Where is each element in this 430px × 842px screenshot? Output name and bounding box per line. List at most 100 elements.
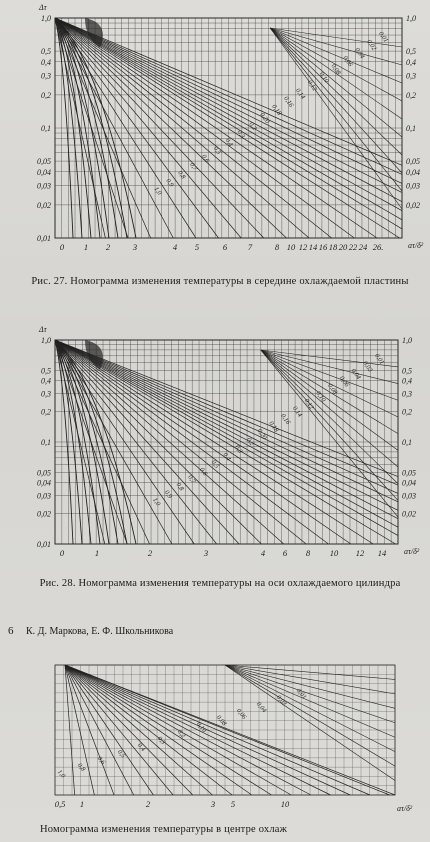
nomogram-ray (64, 664, 76, 796)
x-tick-label: 1 (80, 799, 84, 809)
curve-label: 0,4 (136, 742, 147, 753)
nomogram-figure-29: 0,5 1 2 3 5 10 aτ/δ² 0,01 0,02 0,04 0,06 0,08 0,10 0,… (0, 655, 430, 815)
x-tick-label: 2 (148, 548, 153, 558)
curve-label: 0,3 (233, 444, 244, 455)
x-tick-label: 8 (275, 242, 280, 252)
x-tick-label: 3 (203, 548, 208, 558)
nomogram-ray (269, 27, 403, 156)
x-tick-label: 3 (210, 799, 215, 809)
nomogram-ray (64, 664, 253, 796)
x-tick-label: 14 (378, 548, 387, 558)
nomogram-ray (269, 27, 403, 102)
curve-label: 0,4 (224, 137, 235, 148)
y-tick-label-right: 0,1 (402, 438, 412, 447)
nomogram-curve (54, 17, 101, 239)
x-axis-label: aτ/δ² (408, 241, 424, 250)
x-tick-label: 26. (373, 242, 384, 252)
y-tick-label-right: 0,04 (406, 168, 420, 177)
nomogram-28-svg: 1,00,50,40,30,20,10,050,040,030,020,011,… (37, 325, 420, 558)
nomogram-ray (54, 17, 403, 212)
y-tick-label-left: 0,05 (37, 157, 51, 166)
nomogram-curve (54, 339, 137, 545)
nomogram-ray (64, 664, 371, 796)
nomogram-ray (260, 349, 399, 368)
x-tick-label: 14 (309, 242, 318, 252)
nomogram-ray (224, 664, 396, 767)
x-tick-label: 2 (106, 242, 111, 252)
curve-label: 0,2 (176, 729, 187, 740)
curve-label: 0,2 (247, 121, 258, 132)
nomogram-ray (64, 664, 272, 796)
nomogram-27-svg: 1,00,50,40,30,20,10,050,040,030,020,011,… (37, 3, 424, 252)
y-tick-label-right: 0,05 (402, 469, 416, 478)
nomogram-ray (54, 339, 352, 545)
curve-label: 0,6 (200, 153, 211, 164)
nomogram-ray (260, 349, 399, 518)
ink-blotch (85, 18, 103, 48)
nomogram-curve (54, 339, 74, 545)
figure-28-caption: Рис. 28. Номограмма изменения температур… (39, 578, 401, 589)
y-tick-label-right: 0,04 (402, 479, 416, 488)
y-tick-label-left: 0,01 (37, 234, 51, 243)
nomogram-ray (64, 664, 233, 796)
nomogram-ray (54, 17, 174, 239)
y-tick-label-left: 0,5 (41, 47, 51, 56)
curve-label: 0,9 (164, 178, 175, 189)
nomogram-curve (54, 339, 128, 545)
curve-label: 1,0 (151, 497, 162, 508)
y-tick-label-right: 0,4 (402, 377, 412, 386)
curve-label: 0,08 (330, 63, 343, 77)
y-tick-label-left: 0,05 (37, 469, 51, 478)
curve-label: 1,0 (56, 769, 67, 780)
y-tick-label-left: 0,01 (37, 540, 51, 549)
curve-label: 0,16 (282, 95, 295, 109)
x-tick-label: 2 (146, 799, 151, 809)
nomogram-ray (54, 339, 329, 545)
nomogram-ray (64, 664, 312, 796)
y-tick-label-left: 0,02 (37, 509, 51, 518)
y-tick-label-right: 0,2 (402, 407, 412, 416)
nomogram-curve (54, 17, 128, 239)
nomogram-ray (260, 349, 399, 468)
nomogram-curve (54, 339, 92, 545)
nomogram-ray (54, 339, 195, 545)
y-tick-label-right: 0,5 (406, 47, 416, 56)
nomogram-curve (54, 17, 83, 239)
nomogram-ray (64, 664, 213, 796)
y-tick-label-right: 0,2 (406, 91, 416, 100)
nomogram-ray (269, 27, 403, 210)
x-tick-label: 3 (132, 242, 137, 252)
y-tick-label-right: 0,1 (406, 124, 416, 133)
nomogram-curve (54, 339, 119, 545)
y-tick-label-left: 0,1 (41, 438, 51, 447)
x-tick-label: 10 (281, 799, 290, 809)
x-tick-label: 8 (306, 548, 311, 558)
y-tick-label-right: 0,02 (402, 509, 416, 518)
y-tick-label-right: 0,05 (406, 157, 420, 166)
x-tick-label: 12 (356, 548, 365, 558)
nomogram-ray (54, 339, 399, 520)
y-tick-label-left: 0,03 (37, 182, 51, 191)
x-tick-label: 1 (84, 242, 88, 252)
nomogram-ray (54, 17, 378, 239)
curve-label: 0,10 (195, 721, 208, 735)
nomogram-ray (260, 349, 399, 384)
nomogram-ray (260, 349, 399, 484)
x-tick-label: 20 (339, 242, 348, 252)
curve-label: 0,4 (221, 452, 232, 463)
nomogram-ray (54, 339, 399, 494)
y-tick-label-left: 0,2 (41, 407, 51, 416)
nomogram-ray (54, 339, 399, 477)
curve-label: 0,8 (175, 482, 186, 493)
y-tick-label-left: 0,04 (37, 479, 51, 488)
y-tick-label-left: 0,2 (41, 91, 51, 100)
curve-label: 0,14 (294, 87, 307, 101)
nomogram-ray (54, 339, 399, 503)
nomogram-figure-28: 1,0 0,5 0,4 0,3 0,2 0,1 0,05 0,04 0,03 0,02 0,01 1,… (0, 322, 430, 590)
y-tick-label-right: 0,3 (406, 72, 416, 81)
curve-label: 0,2 (245, 436, 256, 447)
y-tick-label-right: 1,0 (406, 14, 416, 23)
x-tick-label: 5 (231, 799, 235, 809)
curve-label: 0,02 (361, 360, 374, 374)
